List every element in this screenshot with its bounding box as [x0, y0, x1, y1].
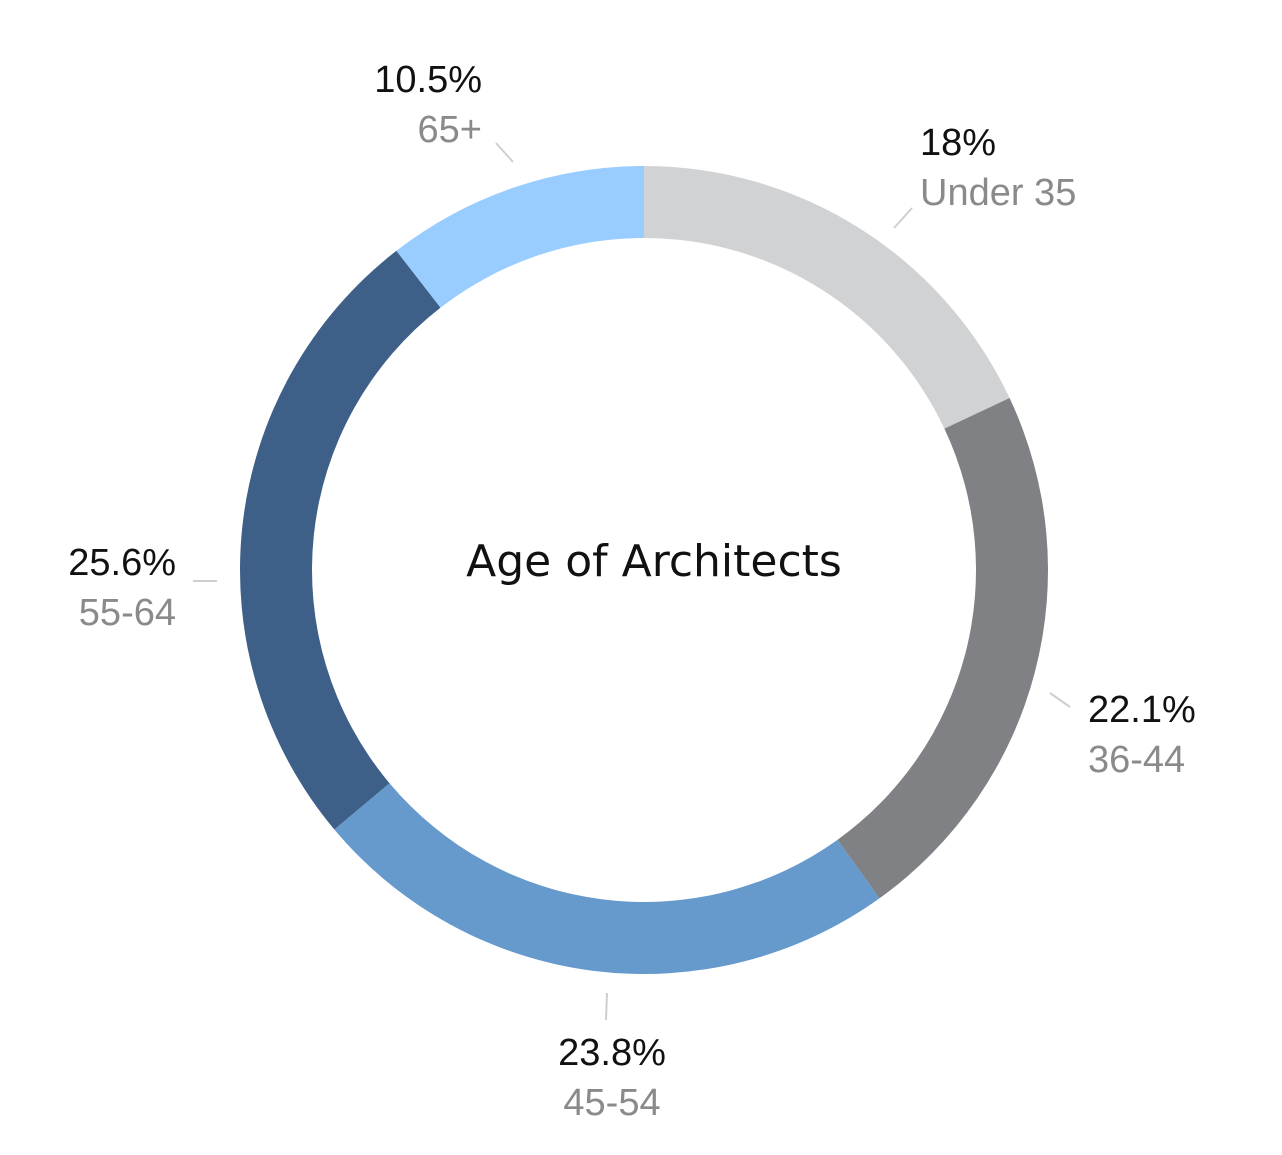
donut-slice-45-54	[334, 783, 880, 974]
slice-value-label: 25.6%	[68, 542, 176, 584]
slice-value-label: 18%	[920, 122, 996, 164]
donut-slices	[239, 166, 1048, 974]
slice-value-label: 23.8%	[558, 1032, 666, 1074]
slice-category-label: 36-44	[1088, 739, 1185, 781]
slice-category-label: 45-54	[563, 1082, 660, 1124]
donut-slice-65-	[396, 166, 644, 308]
donut-slice-36-44	[837, 397, 1048, 899]
slice-value-label: 22.1%	[1088, 689, 1196, 731]
slice-category-label: 55-64	[79, 592, 176, 634]
donut-slice-55-64	[239, 250, 441, 830]
donut-slice-under-35	[644, 166, 1010, 429]
leader-line	[893, 207, 913, 229]
chart-title: Age of Architects	[466, 536, 842, 587]
slice-category-label: Under 35	[920, 172, 1076, 214]
slice-value-label: 10.5%	[374, 59, 482, 101]
leader-line	[605, 992, 608, 1021]
leader-line	[1049, 692, 1071, 708]
slice-labels: 18% Under 35 22.1% 36-44 23.8% 45-54 25.6% 55-6…	[68, 59, 1196, 1124]
slice-category-label: 65+	[418, 109, 482, 151]
leader-line	[495, 142, 514, 163]
